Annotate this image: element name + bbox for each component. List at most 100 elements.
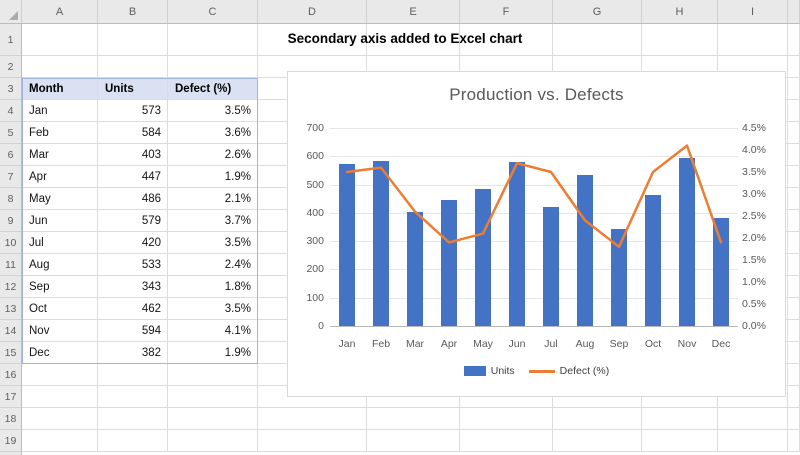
cell[interactable] bbox=[553, 430, 642, 452]
cell[interactable] bbox=[553, 408, 642, 430]
cell[interactable] bbox=[788, 78, 800, 100]
right-axis-tick-10[interactable]: 1.0% bbox=[742, 276, 766, 288]
cell[interactable] bbox=[788, 254, 800, 276]
legend-item-units[interactable]: Units bbox=[463, 365, 515, 377]
cell-C15[interactable]: 1.9% bbox=[168, 342, 258, 364]
cell[interactable] bbox=[22, 386, 98, 408]
row-header-15[interactable]: 15 bbox=[0, 342, 21, 364]
column-header-E[interactable]: E bbox=[367, 0, 460, 23]
cell[interactable] bbox=[22, 56, 98, 78]
x-axis-label-dec[interactable]: Dec bbox=[711, 338, 731, 350]
right-axis-tick-00[interactable]: 0.0% bbox=[742, 320, 766, 332]
x-axis-label-may[interactable]: May bbox=[473, 338, 493, 350]
cell[interactable] bbox=[788, 430, 800, 452]
cell-B6[interactable]: 403 bbox=[98, 144, 168, 166]
cell-B13[interactable]: 462 bbox=[98, 298, 168, 320]
cell[interactable] bbox=[788, 342, 800, 364]
cell[interactable] bbox=[718, 386, 788, 408]
cell-A14[interactable]: Nov bbox=[22, 320, 98, 342]
cell[interactable] bbox=[788, 298, 800, 320]
chart-title[interactable]: Production vs. Defects bbox=[449, 85, 624, 104]
cell-C14[interactable]: 4.1% bbox=[168, 320, 258, 342]
cell[interactable] bbox=[553, 386, 642, 408]
cell[interactable] bbox=[258, 386, 367, 408]
row-header-7[interactable]: 7 bbox=[0, 166, 21, 188]
cell[interactable] bbox=[168, 364, 258, 386]
cell-C9[interactable]: 3.7% bbox=[168, 210, 258, 232]
cell[interactable] bbox=[788, 100, 800, 122]
cell[interactable] bbox=[98, 430, 168, 452]
bar-mar[interactable] bbox=[407, 212, 423, 326]
cell-B15[interactable]: 382 bbox=[98, 342, 168, 364]
cell[interactable] bbox=[98, 24, 168, 56]
cell[interactable] bbox=[98, 56, 168, 78]
x-axis-label-jun[interactable]: Jun bbox=[508, 338, 526, 350]
cell-B9[interactable]: 579 bbox=[98, 210, 168, 232]
cell[interactable] bbox=[788, 144, 800, 166]
cell[interactable] bbox=[553, 24, 642, 56]
left-axis-tick-0[interactable]: 0 bbox=[318, 320, 324, 332]
cell[interactable] bbox=[367, 408, 460, 430]
cell-A11[interactable]: Aug bbox=[22, 254, 98, 276]
bar-dec[interactable] bbox=[713, 217, 729, 326]
x-axis-label-aug[interactable]: Aug bbox=[575, 338, 595, 350]
cell[interactable] bbox=[788, 364, 800, 386]
bar-apr[interactable] bbox=[441, 199, 457, 326]
cell[interactable] bbox=[168, 56, 258, 78]
cell[interactable] bbox=[718, 408, 788, 430]
cell[interactable] bbox=[642, 430, 718, 452]
cell[interactable] bbox=[168, 386, 258, 408]
cell-A8[interactable]: May bbox=[22, 188, 98, 210]
cell[interactable] bbox=[788, 232, 800, 254]
x-axis-label-oct[interactable]: Oct bbox=[644, 338, 662, 350]
cell-B4[interactable]: 573 bbox=[98, 100, 168, 122]
cell[interactable] bbox=[367, 430, 460, 452]
cell[interactable] bbox=[642, 24, 718, 56]
cell-B14[interactable]: 594 bbox=[98, 320, 168, 342]
cell-C6[interactable]: 2.6% bbox=[168, 144, 258, 166]
column-header-D[interactable]: D bbox=[258, 0, 367, 23]
right-axis-tick-30[interactable]: 3.0% bbox=[742, 188, 766, 200]
cell-C13[interactable]: 3.5% bbox=[168, 298, 258, 320]
cell[interactable] bbox=[98, 386, 168, 408]
cell-C5[interactable]: 3.6% bbox=[168, 122, 258, 144]
left-axis-tick-200[interactable]: 200 bbox=[306, 263, 324, 276]
row-header-18[interactable]: 18 bbox=[0, 408, 21, 430]
cell[interactable] bbox=[460, 24, 553, 56]
cell[interactable] bbox=[642, 386, 718, 408]
right-axis-tick-05[interactable]: 0.5% bbox=[742, 298, 766, 310]
row-header-10[interactable]: 10 bbox=[0, 232, 21, 254]
x-axis-label-mar[interactable]: Mar bbox=[405, 338, 425, 350]
cell[interactable] bbox=[788, 276, 800, 298]
row-header-4[interactable]: 4 bbox=[0, 100, 21, 122]
cell[interactable] bbox=[22, 364, 98, 386]
column-header-C[interactable]: C bbox=[168, 0, 258, 23]
cell[interactable] bbox=[258, 430, 367, 452]
bar-jun[interactable] bbox=[509, 162, 525, 326]
cell[interactable] bbox=[258, 408, 367, 430]
row-header-5[interactable]: 5 bbox=[0, 122, 21, 144]
legend-item-defect[interactable]: Defect (%) bbox=[528, 365, 609, 377]
left-axis-tick-600[interactable]: 600 bbox=[306, 150, 324, 163]
cell-B5[interactable]: 584 bbox=[98, 122, 168, 144]
bar-oct[interactable] bbox=[645, 195, 661, 326]
cell-A12[interactable]: Sep bbox=[22, 276, 98, 298]
cell-A15[interactable]: Dec bbox=[22, 342, 98, 364]
column-header-G[interactable]: G bbox=[553, 0, 642, 23]
cell-C10[interactable]: 3.5% bbox=[168, 232, 258, 254]
bar-may[interactable] bbox=[475, 188, 491, 326]
cell[interactable] bbox=[22, 408, 98, 430]
cell-A5[interactable]: Feb bbox=[22, 122, 98, 144]
cell[interactable] bbox=[258, 24, 367, 56]
x-axis-label-nov[interactable]: Nov bbox=[677, 338, 697, 350]
cell[interactable] bbox=[168, 24, 258, 56]
cell[interactable] bbox=[788, 386, 800, 408]
cell-B7[interactable]: 447 bbox=[98, 166, 168, 188]
right-axis-tick-40[interactable]: 4.0% bbox=[742, 144, 766, 156]
bar-jul[interactable] bbox=[543, 207, 559, 326]
left-axis-tick-700[interactable]: 700 bbox=[306, 122, 324, 134]
cell[interactable] bbox=[367, 24, 460, 56]
cell[interactable] bbox=[460, 386, 553, 408]
cell[interactable] bbox=[718, 430, 788, 452]
cell-A13[interactable]: Oct bbox=[22, 298, 98, 320]
